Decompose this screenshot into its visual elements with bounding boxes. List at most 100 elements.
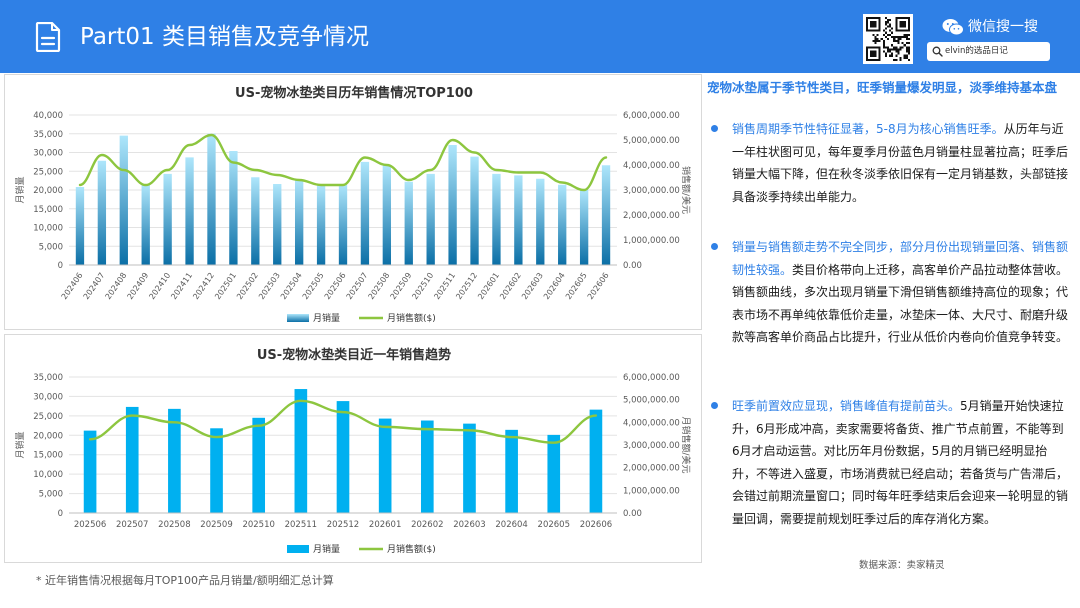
- chart-panel-recent: US-宠物冰垫类目近一年销售趋势 0 5,000 10,000 15,000 20,000…: [4, 334, 702, 563]
- y-tick-label: 0: [58, 509, 63, 519]
- y2-tick-label: 1,000,000.00: [623, 236, 680, 246]
- y2-tick-label: 0.00: [623, 509, 642, 519]
- bar-monthly-sales: [558, 184, 567, 265]
- bar-monthly-sales: [97, 160, 107, 265]
- bar-monthly-sales: [547, 434, 561, 513]
- bullet-text: 从历年与近一年柱状图可见，每年夏季月份蓝色月销量柱显著拉高；旺季后销量大幅下降，…: [732, 122, 1069, 204]
- chart-title: US-宠物冰垫类目近一年销售趋势: [257, 347, 451, 363]
- y2-tick-label: 6,000,000.00: [623, 373, 680, 383]
- y2-tick-label: 5,000,000.00: [623, 136, 680, 146]
- bar-monthly-sales: [273, 184, 282, 265]
- bar-monthly-sales: [448, 145, 457, 265]
- x-tick-label: 202602: [411, 520, 443, 530]
- y2-tick-label: 4,000,000.00: [623, 161, 680, 171]
- y-tick-label: 0: [58, 261, 63, 271]
- y-tick-label: 15,000: [33, 205, 63, 215]
- bar-monthly-sales: [294, 179, 304, 265]
- bar-monthly-sales: [83, 430, 97, 513]
- x-tick-label: 202605: [538, 520, 570, 530]
- bullet-highlight: 销量与销售额走势不完全同步，部分月份出现销量回落、销售额韧性较强。: [732, 240, 1069, 277]
- x-tick-label: 202601: [369, 520, 401, 530]
- bar-monthly-sales: [252, 417, 266, 513]
- analysis-bullet-seasonality: 销售周期季节性特征显著，5-8月为核心销售旺季。从历年与近一年柱状图可见，每年夏…: [711, 118, 1071, 208]
- x-tick-label: 202604: [495, 520, 527, 530]
- y-axis-label: 月销量: [14, 431, 26, 458]
- bullet-highlight: 销售周期季节性特征显著，5-8月为核心销售旺季。: [732, 122, 1004, 136]
- legend-label-revenue: 月销售额($): [387, 312, 436, 324]
- document-icon: [35, 22, 61, 52]
- y-tick-label: 40,000: [33, 111, 63, 121]
- y-tick-label: 5,000: [39, 242, 63, 252]
- x-tick-label: 202606: [580, 520, 612, 530]
- bar-monthly-sales: [505, 429, 518, 513]
- y-tick-label: 15,000: [33, 451, 63, 461]
- y-tick-label: 25,000: [33, 167, 63, 177]
- bar-monthly-sales: [579, 189, 589, 265]
- bar-monthly-sales: [141, 184, 150, 265]
- y2-tick-label: 3,000,000.00: [623, 441, 680, 451]
- y2-tick-label: 1,000,000.00: [623, 486, 680, 496]
- x-tick-label: 202512: [327, 520, 359, 530]
- bar-monthly-sales: [229, 151, 238, 265]
- analysis-bullet-price: 销量与销售额走势不完全同步，部分月份出现销量回落、销售额韧性较强。类目价格带向上…: [711, 236, 1071, 349]
- y-tick-label: 25,000: [33, 412, 63, 422]
- chart-panel-history: US-宠物冰垫类目历年销售情况TOP100 0 5,000 10,000 15,000 2…: [4, 74, 702, 330]
- line-monthly-revenue: [78, 133, 608, 192]
- bar-monthly-sales: [75, 187, 85, 265]
- x-tick-label: 202508: [158, 520, 190, 530]
- chart-title: US-宠物冰垫类目历年销售情况TOP100: [235, 85, 473, 101]
- bullet-text: 5月销量开始快速拉升，6月形成冲高，卖家需要将备货、推广节点前置，不能等到6月才…: [732, 399, 1069, 526]
- qr-code: [863, 14, 913, 64]
- y-tick-label: 10,000: [33, 224, 63, 234]
- bar-monthly-sales: [420, 420, 434, 513]
- y-tick-label: 20,000: [33, 431, 63, 441]
- bar-monthly-sales: [404, 181, 413, 265]
- bar-monthly-sales: [492, 173, 501, 265]
- x-tick-label: 202606: [586, 271, 611, 301]
- y-tick-label: 30,000: [33, 392, 63, 402]
- bullet-dot: [711, 402, 718, 409]
- search-icon: [932, 46, 943, 57]
- bar-monthly-sales: [360, 161, 370, 265]
- analysis-panel: 宠物冰垫属于季节性类目，旺季销量爆发明显，淡季维持基本盘 销售周期季节性特征显著…: [703, 74, 1080, 608]
- bar-monthly-sales: [536, 178, 545, 265]
- bullet-text: 类目价格带向上迁移，高客单价产品拉动整体营收。销售额曲线，多次出现月销量下滑但销…: [732, 262, 1069, 345]
- bar-monthly-sales: [470, 156, 479, 265]
- bar-monthly-sales: [426, 173, 435, 265]
- y2-tick-label: 4,000,000.00: [623, 418, 680, 428]
- bar-monthly-sales: [210, 428, 223, 513]
- bar-monthly-sales: [514, 175, 523, 265]
- x-tick-label: 202506: [74, 520, 106, 530]
- x-tick-label: 202507: [116, 520, 148, 530]
- legend-label-sales: 月销量: [313, 312, 340, 324]
- bar-monthly-sales: [163, 173, 172, 265]
- y2-tick-label: 2,000,000.00: [623, 464, 680, 474]
- recent-sales-chart: US-宠物冰垫类目近一年销售趋势 0 5,000 10,000 15,000 20,000…: [14, 347, 692, 555]
- wechat-search-label: 微信搜一搜: [968, 19, 1038, 35]
- bar-monthly-sales: [378, 418, 392, 513]
- bar-monthly-sales: [336, 401, 350, 513]
- search-query-text: elvin的选品日记: [945, 46, 1008, 56]
- y-tick-label: 10,000: [33, 470, 63, 480]
- y-tick-label: 30,000: [33, 149, 63, 159]
- x-tick-label: 202603: [453, 520, 485, 530]
- y-tick-label: 35,000: [33, 130, 63, 140]
- x-tick-label: 202511: [285, 520, 317, 530]
- footnote: * 近年销售情况根据每月TOP100产品月销量/额明细汇总计算: [36, 574, 334, 587]
- bar-monthly-sales: [168, 408, 181, 513]
- analysis-headline: 宠物冰垫属于季节性类目，旺季销量爆发明显，淡季维持基本盘: [707, 80, 1058, 95]
- bar-monthly-sales: [185, 157, 194, 265]
- bar-monthly-sales: [119, 135, 128, 265]
- y-axis-label: 月销量: [14, 176, 26, 203]
- bullet-dot: [711, 125, 718, 132]
- line-monthly-revenue: [88, 399, 598, 444]
- bar-monthly-sales: [316, 185, 326, 265]
- y2-tick-label: 3,000,000.00: [623, 186, 680, 196]
- y2-axis-label: 销售额/美元: [680, 166, 692, 214]
- x-tick-label: 202509: [200, 520, 232, 530]
- page-title: Part01 类目销售及竞争情况: [80, 24, 369, 50]
- wechat-search-box[interactable]: elvin的选品日记: [927, 42, 1050, 61]
- y2-tick-label: 2,000,000.00: [623, 211, 680, 221]
- y2-tick-label: 0.00: [623, 261, 642, 271]
- legend-label-revenue: 月销售额($): [387, 543, 436, 555]
